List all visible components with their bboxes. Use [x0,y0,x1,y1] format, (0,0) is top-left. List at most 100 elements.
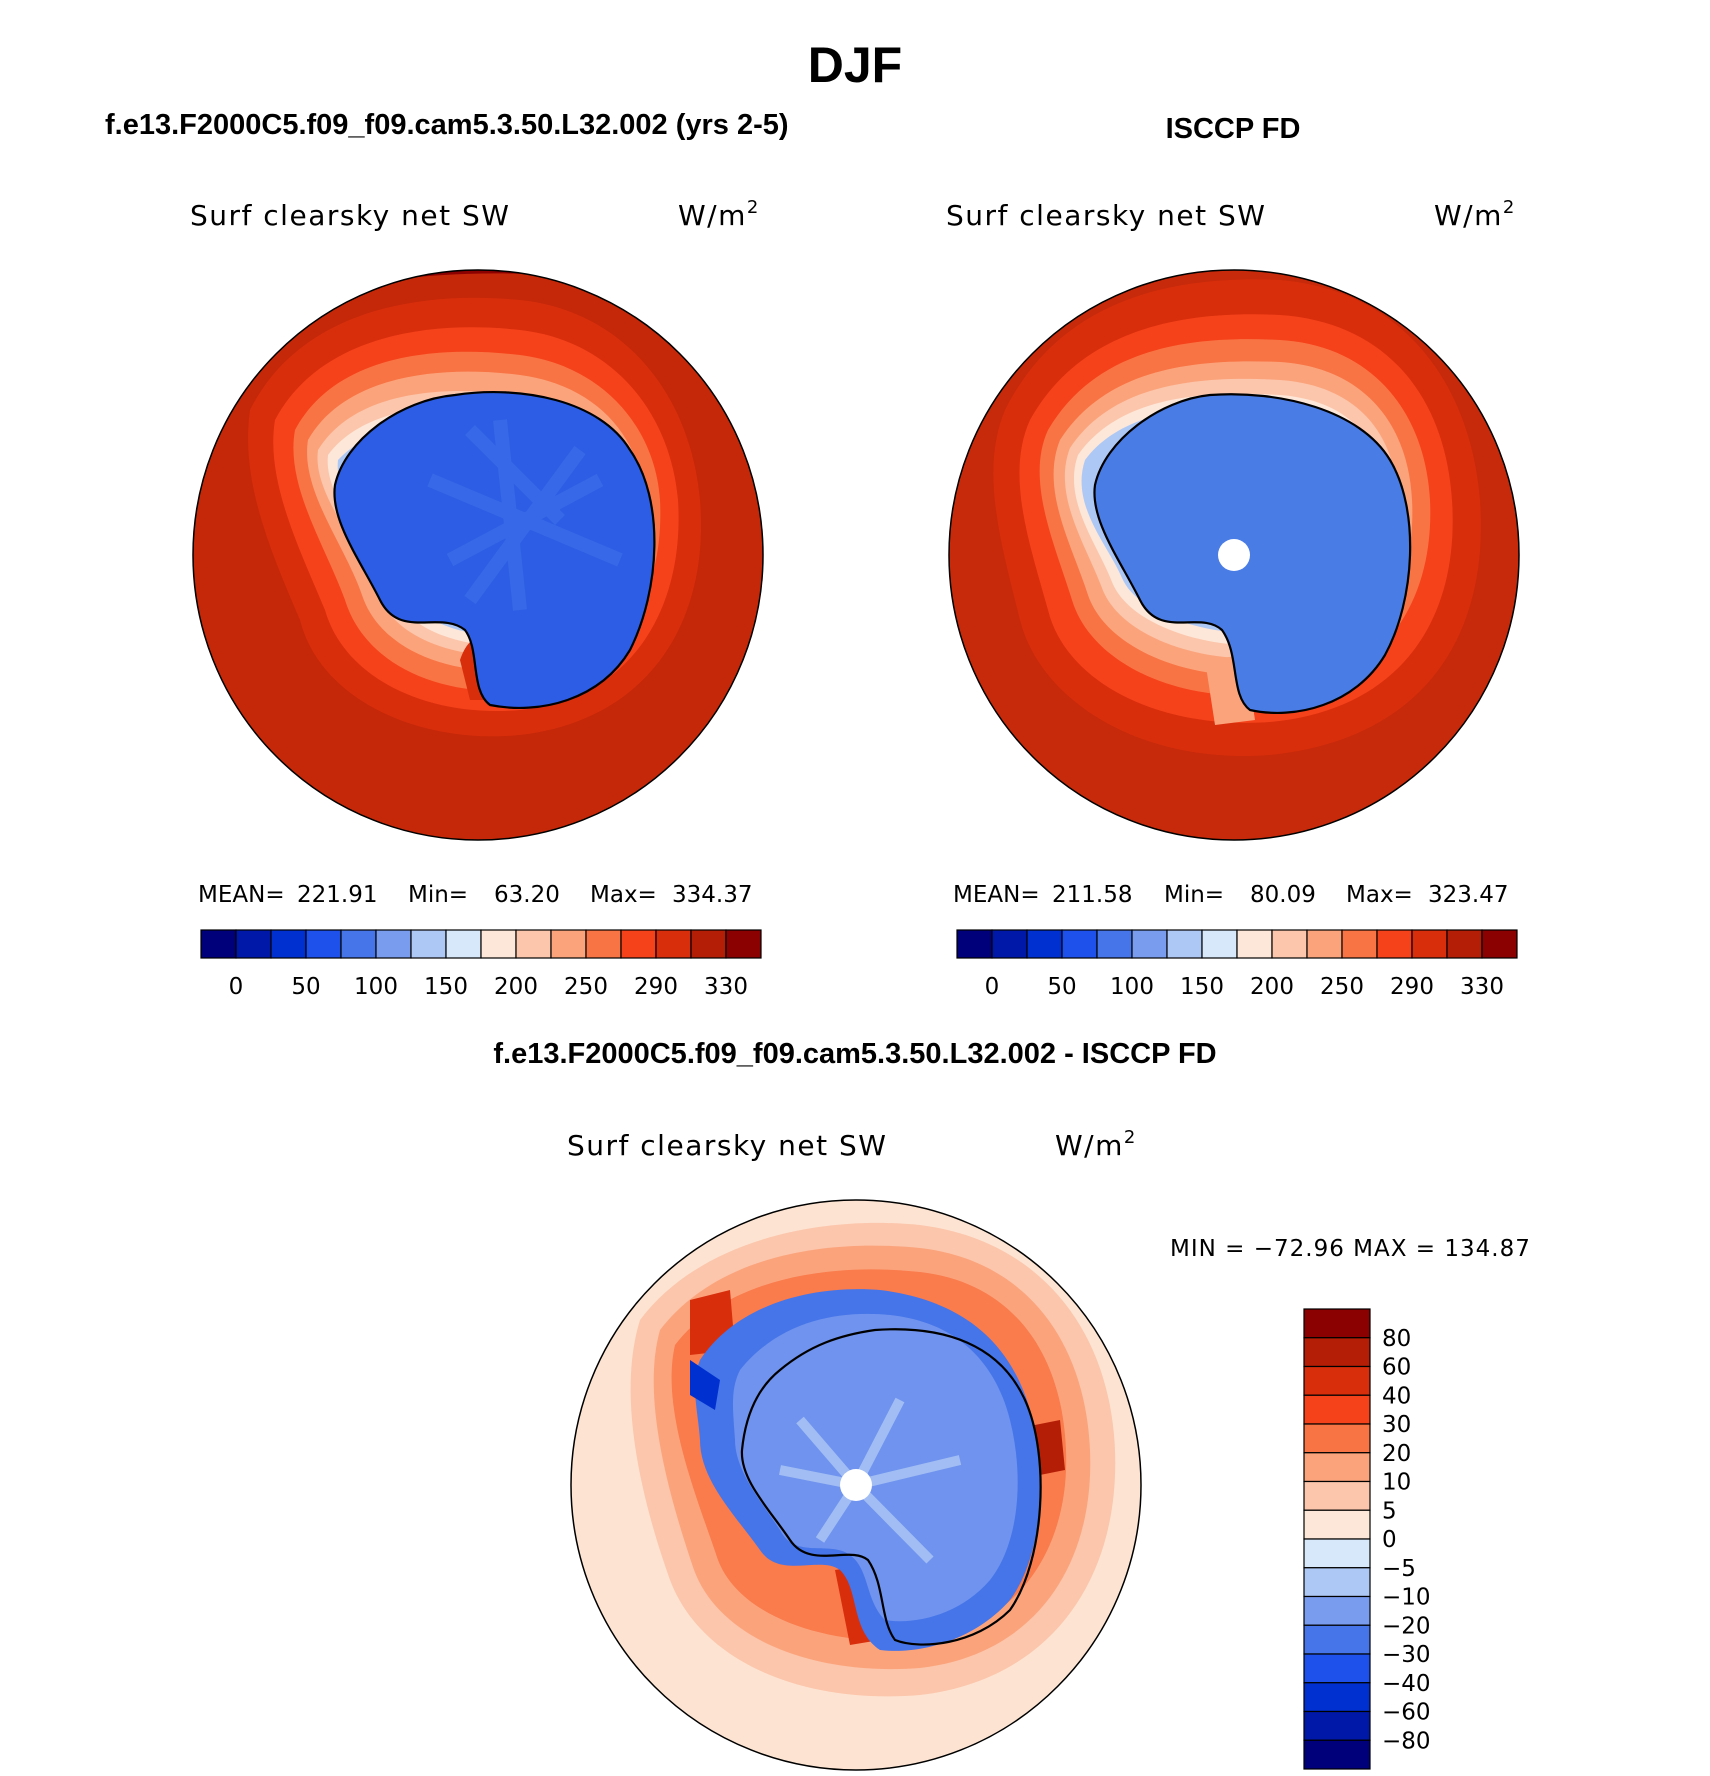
panel-model-colorbar-box [445,929,482,959]
panel-model-min-value: 63.20 [494,882,560,908]
panel-obs-colorbar [956,929,1518,959]
panel-obs-colorbar-box [1236,929,1273,959]
panel-diff-colorbar-tick-label: 80 [1382,1326,1411,1352]
panel-model-colorbar-box [200,929,237,959]
panel-obs-colorbar-box [991,929,1028,959]
panel-model-colorbar-box [480,929,517,959]
panel-model-colorbar-box [585,929,622,959]
panel-model-colorbar-tick-label: 0 [229,974,244,1000]
panel-obs-colorbar-tick-label: 330 [1460,974,1504,1000]
panel-model-max-value: 334.37 [672,882,752,908]
panel-obs-variable: Surf clearsky net SW [946,199,1266,232]
panel-obs-colorbar-box [1481,929,1518,959]
panel-diff-colorbar-box [1303,1308,1371,1339]
panel-model-heading: f.e13.F2000C5.f09_f09.cam5.3.50.L32.002 … [105,109,789,141]
panel-diff-colorbar-box [1303,1538,1371,1569]
panel-obs-colorbar-box [1341,929,1378,959]
panel-diff-colorbar-box [1303,1337,1371,1368]
panel-obs-colorbar-box [1131,929,1168,959]
panel-model-colorbar-box [550,929,587,959]
panel-obs-units-exp: 2 [1503,197,1516,218]
panel-obs-stats: MEAN= 211.58 Min= 80.09 Max= 323.47 [953,882,1508,908]
map-obs-boundary [948,269,1520,841]
figure-title: DJF [808,37,902,93]
panel-model-colorbar-ticks: 0 50 100 150 200 250 290 330 [229,974,748,1000]
panel-diff-colorbar-box [1303,1365,1371,1396]
panel-diff-colorbar-tick-label: −40 [1382,1671,1431,1697]
panel-model-max-label: Max= [590,882,657,908]
panel-model-colorbar [200,929,762,959]
panel-obs-min-value: 80.09 [1250,882,1316,908]
panel-diff-colorbar [1303,1308,1371,1770]
panel-model-colorbar-box [620,929,657,959]
panel-model-colorbar-box [305,929,342,959]
panel-obs-colorbar-tick-label: 290 [1390,974,1434,1000]
panel-diff-colorbar-box [1303,1567,1371,1598]
panel-model-colorbar-box [270,929,307,959]
panel-diff-colorbar-box [1303,1509,1371,1540]
panel-diff-colorbar-box [1303,1394,1371,1425]
panel-obs-colorbar-box [1446,929,1483,959]
map-diff-antarctica-field [732,1313,1018,1622]
panel-diff-colorbar-tick-label: 30 [1382,1412,1411,1438]
panel-model-min-label: Min= [408,882,468,908]
map-model-coastline [333,390,656,709]
panel-model-colorbar-box [515,929,552,959]
panel-model-units-base: W/m [678,199,747,232]
panel-diff-variable: Surf clearsky net SW [567,1129,887,1162]
map-model-antarctica-field [334,392,655,708]
panel-model-colorbar-tick-label: 50 [291,974,320,1000]
panel-diff-colorbar-box [1303,1423,1371,1454]
map-obs-coastline [1093,393,1412,714]
panel-obs-colorbar-box [1061,929,1098,959]
panel-obs-mean-value: 211.58 [1052,882,1132,908]
panel-model-variable: Surf clearsky net SW [190,199,510,232]
panel-diff-units-exp: 2 [1124,1127,1137,1148]
panel-obs-max-value: 323.47 [1428,882,1508,908]
panel-diff-units-base: W/m [1055,1129,1124,1162]
panel-diff-colorbar-tick-label: −80 [1382,1728,1431,1754]
panel-diff-colorbar-box [1303,1480,1371,1511]
panel-model-colorbar-box [655,929,692,959]
panel-obs-max-label: Max= [1346,882,1413,908]
panel-obs-colorbar-tick-label: 200 [1250,974,1294,1000]
map-obs-antarctica-field [1094,394,1411,713]
panel-diff: f.e13.F2000C5.f09_f09.cam5.3.50.L32.002 … [493,1038,1530,1771]
panel-diff-colorbar-tick-label: 10 [1382,1470,1411,1496]
panel-obs: ISCCP FD Surf clearsky net SW W/m2 MEAN=… [946,113,1520,1000]
map-obs-pole-hole [1218,539,1250,571]
panel-diff-units: W/m2 [1055,1127,1137,1162]
panel-obs-colorbar-tick-label: 250 [1320,974,1364,1000]
panel-diff-colorbar-tick-label: 5 [1382,1498,1397,1524]
panel-diff-colorbar-tick-label: 40 [1382,1383,1411,1409]
map-obs-field [949,270,1519,840]
panel-obs-colorbar-box [956,929,993,959]
panel-model-colorbar-tick-label: 150 [424,974,468,1000]
panel-obs-colorbar-ticks: 0 50 100 150 200 250 290 330 [985,974,1504,1000]
panel-model-colorbar-tick-label: 100 [354,974,398,1000]
panel-model-colorbar-tick-label: 330 [704,974,748,1000]
panel-obs-colorbar-tick-label: 150 [1180,974,1224,1000]
panel-model-units: W/m2 [678,197,760,232]
panel-model-colorbar-tick-label: 250 [564,974,608,1000]
panel-model-stats: MEAN= 221.91 Min= 63.20 Max= 334.37 [198,882,752,908]
panel-model-colorbar-box [375,929,412,959]
panel-obs-colorbar-tick-label: 100 [1110,974,1154,1000]
panel-model-units-exp: 2 [747,197,760,218]
panel-obs-colorbar-box [1166,929,1203,959]
panel-diff-colorbar-box [1303,1624,1371,1655]
panel-diff-colorbar-tick-label: 20 [1382,1441,1411,1467]
panel-obs-units: W/m2 [1434,197,1516,232]
map-diff-coastline [740,1328,1042,1646]
panel-diff-heading: f.e13.F2000C5.f09_f09.cam5.3.50.L32.002 … [493,1038,1216,1070]
panel-diff-colorbar-tick-label: −60 [1382,1700,1431,1726]
panel-diff-colorbar-tick-label: −10 [1382,1585,1431,1611]
panel-obs-units-base: W/m [1434,199,1503,232]
panel-diff-colorbar-box [1303,1682,1371,1713]
panel-obs-mean-label: MEAN= [953,882,1040,908]
panel-diff-colorbar-tick-label: 0 [1382,1527,1397,1553]
panel-obs-colorbar-box [1306,929,1343,959]
panel-obs-colorbar-box [1376,929,1413,959]
